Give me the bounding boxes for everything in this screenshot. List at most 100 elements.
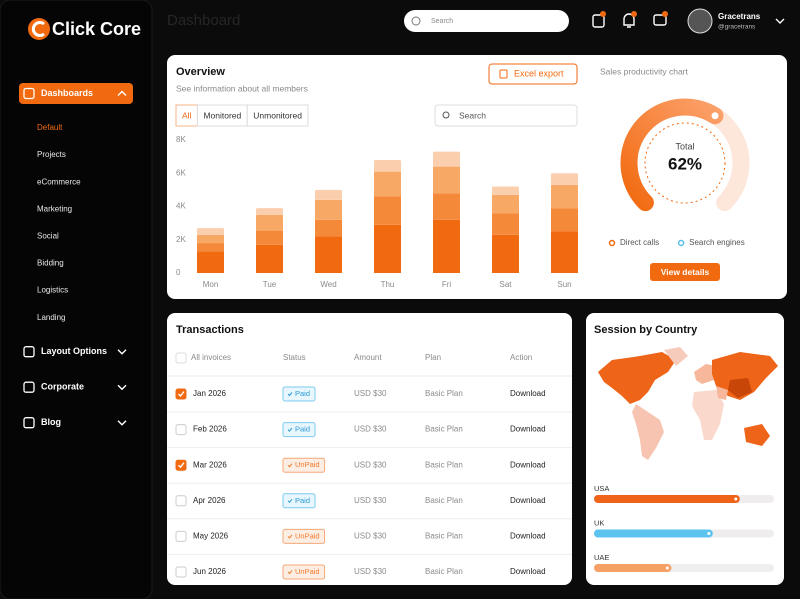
x-tick-label: Sat — [499, 280, 512, 289]
menu-item[interactable]: Social — [37, 232, 59, 241]
progress-knob — [707, 532, 711, 535]
view-details-label[interactable]: View details — [661, 267, 710, 277]
bar-segment — [551, 173, 578, 185]
user-name: Gracetrans — [718, 12, 761, 21]
notification-dots — [600, 11, 668, 17]
bar-segment — [492, 186, 519, 195]
bar-segment — [197, 228, 224, 235]
chevron[interactable] — [117, 384, 127, 391]
checkbox[interactable] — [175, 459, 187, 471]
export-label[interactable]: Excel export — [514, 68, 564, 78]
action[interactable]: Download — [510, 460, 546, 469]
column-header: Status — [283, 353, 306, 362]
gauge-center-label: Total — [675, 141, 694, 151]
export-button[interactable] — [488, 63, 578, 85]
amount: USD $30 — [354, 460, 387, 469]
checkmark — [178, 462, 185, 469]
view-details-button[interactable] — [650, 263, 720, 281]
chevron[interactable] — [117, 90, 127, 96]
column-header: Plan — [425, 353, 441, 362]
menu-item[interactable]: Projects — [37, 150, 66, 159]
status-badge — [282, 386, 316, 402]
menu-item[interactable]: Bidding — [37, 259, 64, 268]
menu-item[interactable]: Logistics — [37, 286, 68, 295]
plan: Basic Plan — [425, 532, 463, 541]
x-tick-label: Thu — [381, 280, 395, 289]
sidebar — [0, 0, 153, 599]
x-tick-label: Wed — [320, 280, 336, 289]
action[interactable]: Download — [510, 496, 546, 505]
menu-label[interactable]: Dashboards — [41, 88, 93, 98]
x-tick-label: Fri — [442, 280, 452, 289]
status-icon — [287, 463, 293, 468]
plan: Basic Plan — [425, 460, 463, 469]
progress-bar — [594, 529, 713, 538]
status: Paid — [295, 496, 310, 505]
y-tick-label: 8K — [176, 135, 186, 144]
tab-label[interactable]: Monitored — [203, 110, 241, 120]
search-icon — [442, 111, 450, 119]
user-chevron[interactable] — [775, 18, 785, 24]
amount: USD $30 — [354, 532, 387, 541]
checkbox[interactable] — [175, 352, 187, 364]
bar-segment — [551, 231, 578, 273]
column-header: All invoices — [191, 353, 231, 362]
menu-item[interactable]: Landing — [37, 313, 65, 322]
tab-label[interactable]: Unmonitored — [253, 110, 302, 120]
action[interactable]: Download — [510, 567, 546, 576]
status: UnPaid — [295, 531, 320, 540]
tab[interactable] — [246, 104, 309, 127]
action[interactable]: Download — [510, 425, 546, 434]
overview-search-placeholder[interactable]: Search — [459, 110, 486, 120]
checkbox[interactable] — [175, 388, 187, 400]
chevron[interactable] — [117, 349, 127, 355]
bar-segment — [551, 184, 578, 209]
y-tick-label: 4K — [176, 202, 186, 211]
legend-label: Direct calls — [620, 238, 659, 247]
logo-text: Click Core — [52, 19, 141, 39]
menu-item[interactable]: Marketing — [37, 204, 72, 213]
overview-subtitle: See information about all members — [176, 83, 308, 93]
status-icon — [287, 392, 293, 397]
menu-item[interactable]: eCommerce — [37, 177, 81, 186]
checkbox[interactable] — [175, 495, 187, 507]
search-placeholder[interactable]: Search — [431, 18, 453, 25]
amount: USD $30 — [354, 567, 387, 576]
header-icons — [592, 13, 667, 28]
menu-icon — [23, 381, 35, 393]
overview-search[interactable] — [434, 104, 578, 127]
bar-segment — [197, 243, 224, 252]
gauge-inner — [644, 122, 726, 204]
bar-segment — [256, 244, 283, 273]
bar-segment — [551, 208, 578, 232]
search-icon — [411, 16, 421, 26]
amount: USD $30 — [354, 425, 387, 434]
bar-segment — [433, 151, 460, 167]
menu-label[interactable]: Corporate — [41, 382, 84, 392]
checkbox[interactable] — [175, 530, 187, 542]
avatar[interactable] — [687, 8, 713, 34]
tab-label[interactable]: All — [182, 110, 192, 120]
status-icon — [287, 570, 293, 575]
search-box[interactable] — [404, 10, 569, 32]
chevron[interactable] — [117, 420, 127, 426]
transactions-title: Transactions — [176, 324, 244, 336]
menu-label[interactable]: Blog — [41, 417, 61, 427]
menu-active-bg[interactable] — [19, 83, 133, 104]
invoice: Jun 2026 — [193, 567, 226, 576]
country-label: UAE — [594, 553, 609, 562]
bar-segment — [197, 251, 224, 273]
legend-dot — [677, 239, 685, 247]
bar-segment — [433, 193, 460, 220]
bar-segment — [433, 166, 460, 194]
action[interactable]: Download — [510, 532, 546, 541]
plan: Basic Plan — [425, 567, 463, 576]
checkbox[interactable] — [175, 424, 187, 436]
checkbox[interactable] — [175, 566, 187, 578]
action[interactable]: Download — [510, 389, 546, 398]
menu-label[interactable]: Layout Options — [41, 346, 107, 356]
menu-item[interactable]: Default — [37, 123, 63, 132]
invoice: Feb 2026 — [193, 425, 227, 434]
status-badge — [282, 422, 316, 438]
bar-segment — [374, 159, 401, 172]
